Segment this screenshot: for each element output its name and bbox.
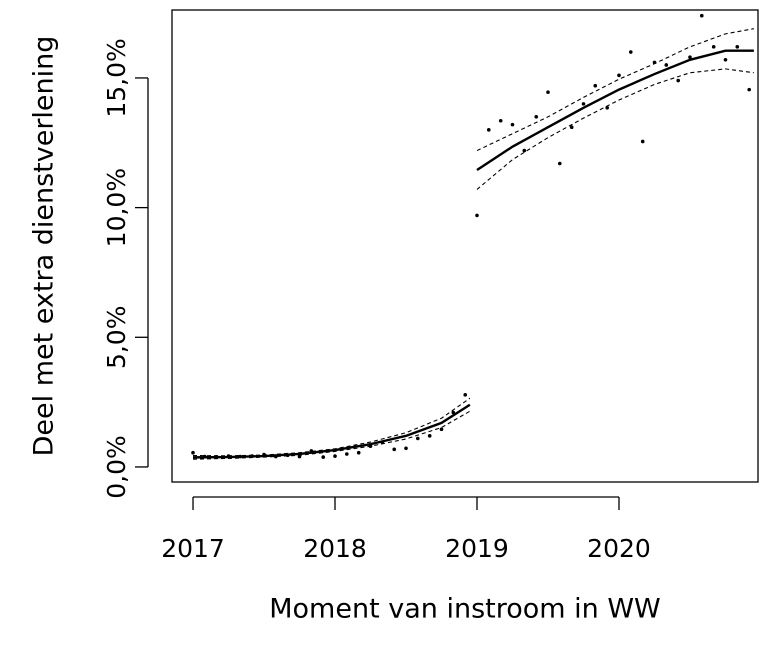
- data-point: [699, 13, 704, 18]
- data-point: [463, 393, 468, 397]
- data-point: [510, 122, 515, 127]
- data-point: [617, 73, 621, 78]
- confidence-line: [476, 68, 754, 190]
- plot-frame: [171, 9, 759, 483]
- data-point: [191, 450, 195, 455]
- fit-line: [193, 403, 471, 459]
- data-point: [664, 63, 669, 67]
- x-axis-title: Moment van instroom in WW: [269, 594, 661, 625]
- confidence-line: [193, 410, 471, 460]
- data-point: [628, 50, 633, 54]
- data-point: [404, 446, 408, 451]
- data-point: [427, 434, 432, 438]
- data-point: [581, 102, 586, 106]
- data-point: [569, 125, 574, 130]
- data-point: [723, 57, 728, 62]
- data-point: [498, 118, 503, 123]
- y-tick-label: 0,0%: [102, 435, 131, 499]
- confidence-line: [476, 28, 754, 152]
- data-point: [475, 213, 479, 218]
- data-point: [356, 450, 361, 455]
- data-point: [333, 454, 337, 458]
- data-point: [676, 78, 681, 83]
- data-point: [534, 115, 539, 119]
- x-tick-label: 2017: [161, 534, 225, 563]
- data-point: [392, 447, 397, 452]
- data-point: [711, 45, 716, 49]
- data-point: [557, 161, 562, 166]
- y-tick-label: 10,0%: [102, 168, 131, 247]
- y-tick-label: 15,0%: [102, 38, 131, 117]
- data-point: [747, 87, 751, 92]
- data-point: [321, 455, 326, 459]
- data-point: [546, 90, 550, 95]
- x-tick-label: 2018: [303, 534, 367, 563]
- confidence-line: [193, 397, 471, 457]
- data-point: [439, 427, 444, 432]
- data-point: [735, 45, 740, 49]
- data-point: [688, 55, 692, 59]
- data-point: [415, 436, 420, 441]
- data-point: [640, 139, 645, 144]
- y-tick-label: 5,0%: [102, 306, 131, 370]
- data-point: [486, 128, 491, 132]
- y-axis-title: Deel met extra dienstverlening: [29, 36, 60, 457]
- x-tick-label: 2020: [587, 534, 651, 563]
- data-point: [593, 83, 598, 88]
- data-point: [522, 148, 527, 153]
- x-tick-label: 2019: [445, 534, 509, 563]
- fit-line: [476, 49, 754, 172]
- data-point: [344, 452, 349, 456]
